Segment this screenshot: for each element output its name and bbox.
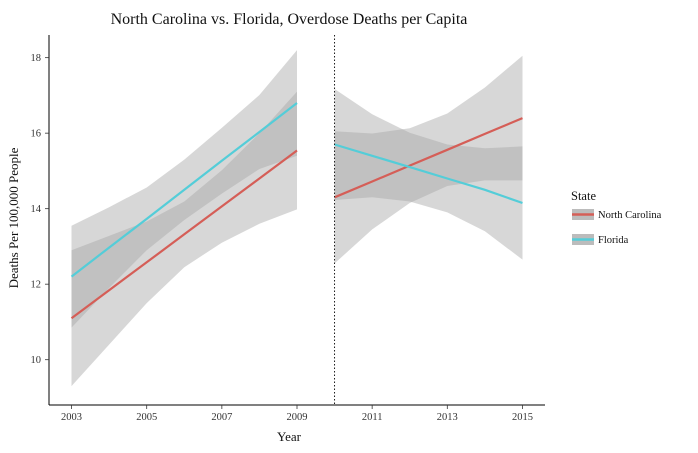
legend-title: State <box>571 189 596 203</box>
confidence-bands <box>71 50 523 387</box>
y-tick-label: 12 <box>31 280 42 291</box>
y-tick-label: 16 <box>31 129 42 140</box>
y-axis-ticks: 10 12 14 16 18 <box>31 53 49 366</box>
x-tick-label: 2005 <box>136 412 157 423</box>
legend: State North Carolina Florida <box>571 189 662 246</box>
ci-band-north-carolina-1 <box>71 91 297 387</box>
x-tick-label: 2009 <box>287 412 308 423</box>
x-tick-label: 2003 <box>61 412 82 423</box>
y-tick-label: 10 <box>31 355 42 366</box>
legend-label-florida: Florida <box>598 235 629 246</box>
x-tick-label: 2013 <box>437 412 458 423</box>
chart-title: North Carolina vs. Florida, Overdose Dea… <box>111 11 468 28</box>
series-line-florida-2 <box>334 143 523 205</box>
x-axis-ticks: 2003 2005 2007 2009 2011 2013 2015 <box>61 405 533 423</box>
x-tick-label: 2015 <box>512 412 533 423</box>
ci-band-north-carolina-2 <box>334 55 523 264</box>
series-line-north-carolina-2 <box>334 117 523 199</box>
series-line-north-carolina-1 <box>70 149 298 320</box>
series-lines <box>70 102 523 320</box>
series-line-florida-1 <box>70 102 298 278</box>
x-axis-label: Year <box>277 429 302 444</box>
ci-band-florida-2 <box>334 89 523 260</box>
y-tick-label: 18 <box>31 53 42 64</box>
y-tick-label: 14 <box>31 204 42 215</box>
x-tick-label: 2011 <box>362 412 383 423</box>
y-axis-label: Deaths Per 100,000 People <box>6 147 21 288</box>
legend-label-north-carolina: North Carolina <box>598 210 662 221</box>
x-tick-label: 2007 <box>211 412 232 423</box>
